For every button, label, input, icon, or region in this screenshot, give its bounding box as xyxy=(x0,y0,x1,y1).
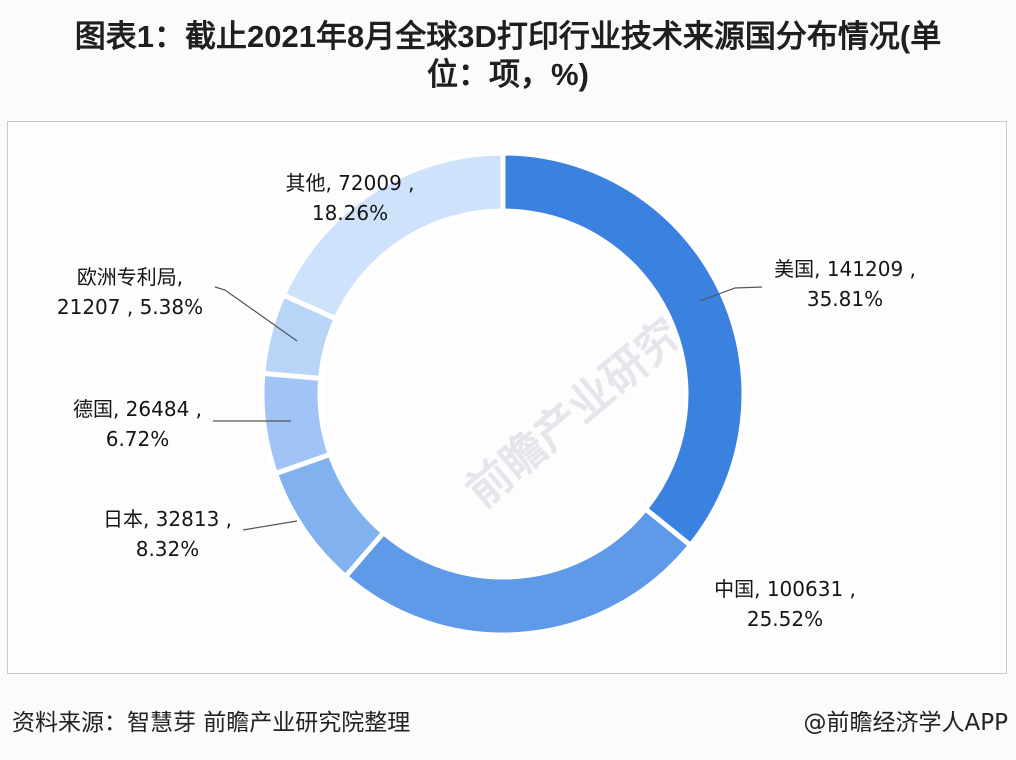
leader-lines xyxy=(213,286,763,531)
leader-line-epo xyxy=(214,286,298,342)
data-label-us-value: 美国, 141209 , xyxy=(774,257,916,281)
chart-title-line2: 位：项，%) xyxy=(427,57,589,92)
chart-title: 图表1：截止2021年8月全球3D打印行业技术来源国分布情况(单 位：项，%) xyxy=(0,18,1016,94)
data-label-jp-pct: 8.32% xyxy=(135,537,200,561)
data-label-us: 美国, 141209 , 35.81% xyxy=(760,254,930,314)
credit-note: @前瞻经济学人APP xyxy=(803,710,1008,736)
data-label-other-pct: 18.26% xyxy=(311,201,389,225)
data-label-de: 德国, 26484 , 6.72% xyxy=(55,394,220,454)
donut-segment-5 xyxy=(279,150,506,323)
data-label-other: 其他, 72009 , 18.26% xyxy=(270,168,430,228)
data-label-other-value: 其他, 72009 , xyxy=(285,171,415,195)
chart-title-line1: 图表1：截止2021年8月全球3D打印行业技术来源国分布情况(单 xyxy=(74,19,942,54)
data-label-cn-pct: 25.52% xyxy=(746,607,824,631)
data-label-jp: 日本, 32813 , 8.32% xyxy=(85,504,250,564)
data-label-cn-value: 中国, 100631 , xyxy=(714,577,856,601)
donut-segment-3 xyxy=(259,370,334,477)
data-label-epo-pct: 21207 , 5.38% xyxy=(56,295,204,319)
donut-segment-1 xyxy=(342,505,695,638)
data-label-cn: 中国, 100631 , 25.52% xyxy=(700,574,870,634)
source-note: 资料来源：智慧芽 前瞻产业研究院整理 xyxy=(12,710,411,736)
leader-line-us xyxy=(699,286,763,302)
leader-line-jp xyxy=(242,520,298,531)
donut-ring xyxy=(259,150,747,638)
data-label-de-value: 德国, 26484 , xyxy=(72,397,203,421)
data-label-epo-value: 欧洲专利局, xyxy=(76,265,184,289)
data-label-de-pct: 6.72% xyxy=(105,427,170,451)
data-label-jp-value: 日本, 32813 , xyxy=(102,507,233,531)
data-label-epo: 欧洲专利局, 21207 , 5.38% xyxy=(45,262,215,322)
data-label-us-pct: 35.81% xyxy=(806,287,884,311)
donut-segment-0 xyxy=(500,150,747,549)
